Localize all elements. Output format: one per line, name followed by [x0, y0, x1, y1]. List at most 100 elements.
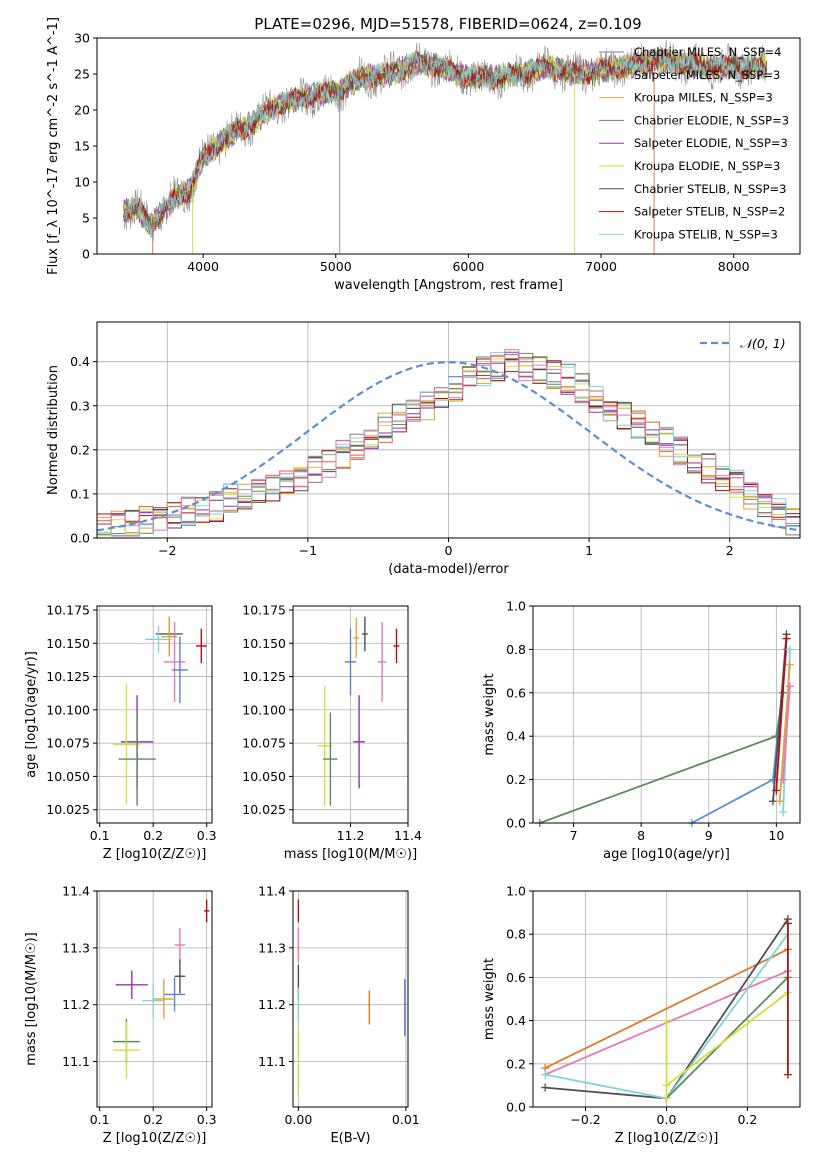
y-axis-label: Flux [f_λ 10^-17 erg cm^-2 s^-1 A^-1] [46, 17, 61, 275]
axes-frame [532, 890, 801, 1108]
y-tick-label: 15 [74, 139, 90, 154]
normal-curve [96, 360, 801, 532]
series-marker [775, 797, 784, 806]
series-marker [783, 1070, 792, 1079]
x-tick-label: 7 [570, 828, 578, 843]
y-tick-label: 0.6 [506, 970, 526, 985]
figure-title: PLATE=0296, MJD=51578, FIBERID=0624, z=0… [254, 15, 641, 33]
series-line [544, 948, 789, 1069]
y-tick-label: 20 [74, 103, 90, 118]
axes-frame [292, 605, 409, 824]
legend-entry: Kroupa STELIB, N_SSP=3 [634, 227, 778, 241]
x-tick-label: 0.2 [143, 828, 163, 843]
y-tick-label: 10.050 [46, 769, 90, 784]
legend-entry: Chabrier ELODIE, N_SSP=3 [634, 113, 789, 127]
series-marker [779, 808, 788, 817]
x-tick-label: 7000 [585, 259, 617, 274]
y-tick-label: 0.4 [506, 1013, 526, 1028]
y-tick-label: 10.175 [46, 602, 90, 617]
legend-entry: Salpeter ELODIE, N_SSP=3 [634, 136, 788, 150]
y-tick-label: 11.2 [258, 997, 286, 1012]
x-axis-label: Z [log10(Z/Z☉)] [615, 1131, 719, 1146]
x-tick-label: 0.00 [284, 1112, 312, 1127]
y-tick-label: 0.0 [70, 531, 90, 546]
series-marker [785, 660, 794, 669]
y-tick-label: 10.100 [46, 702, 90, 717]
x-tick-label: −0.2 [570, 1112, 600, 1127]
histogram-step [97, 352, 800, 536]
y-tick-label: 11.4 [62, 884, 90, 899]
x-tick-label: 11.4 [394, 828, 422, 843]
x-axis-label: Z [log10(Z/Z☉)] [103, 1131, 207, 1146]
x-tick-label: 11.2 [337, 828, 365, 843]
y-axis-label: mass weight [482, 958, 497, 1040]
y-tick-label: 0.2 [506, 1056, 526, 1071]
y-tick-label: 10.025 [242, 802, 286, 817]
spectrum-line [123, 49, 767, 228]
y-axis-label: age [log10(age/yr)] [24, 651, 39, 778]
legend-entry: Kroupa MILES, N_SSP=3 [634, 91, 773, 105]
x-tick-label: 5000 [320, 259, 352, 274]
y-tick-label: 11.1 [62, 1054, 90, 1069]
x-tick-label: 8000 [718, 259, 750, 274]
series-marker [662, 1094, 671, 1103]
y-tick-label: 0.6 [506, 685, 526, 700]
y-tick-label: 1.0 [506, 599, 526, 614]
x-axis-label: Z [log10(Z/Z☉)] [103, 847, 207, 862]
series-line [775, 638, 788, 791]
series-line [778, 664, 791, 802]
legend-entry: Salpeter MILES, N_SSP=3 [634, 68, 780, 82]
legend-entry: 𝒩(0, 1) [740, 336, 786, 351]
y-tick-label: 10.075 [242, 736, 286, 751]
y-tick-label: 0.0 [506, 816, 526, 831]
x-axis-label: mass [log10(M/M☉)] [284, 847, 417, 862]
x-tick-label: 9 [705, 828, 713, 843]
legend-entry: Chabrier STELIB, N_SSP=3 [634, 182, 786, 196]
y-tick-label: 25 [74, 67, 90, 82]
x-tick-label: 2 [726, 543, 734, 558]
axes-frame [532, 605, 801, 824]
y-tick-label: 0.0 [506, 1100, 526, 1115]
y-tick-label: 11.3 [258, 940, 286, 955]
legend-entry: Salpeter STELIB, N_SSP=2 [634, 205, 785, 219]
series-marker [785, 645, 794, 654]
legend-entry: Kroupa ELODIE, N_SSP=3 [634, 159, 780, 173]
x-tick-label: 1 [585, 543, 593, 558]
y-tick-label: 10.125 [46, 669, 90, 684]
x-tick-label: 8 [637, 828, 645, 843]
x-tick-label: 0.0 [657, 1112, 677, 1127]
axes-frame [96, 605, 213, 824]
x-axis-label: wavelength [Angstrom, rest frame] [334, 278, 563, 293]
series-marker [782, 634, 791, 643]
x-tick-label: 0.2 [143, 1112, 163, 1127]
series-marker [662, 1016, 671, 1025]
y-tick-label: 0 [82, 247, 90, 262]
y-tick-label: 0.2 [506, 772, 526, 787]
legend-entry: Chabrier MILES, N_SSP=4 [634, 45, 781, 59]
y-tick-label: 11.2 [62, 997, 90, 1012]
y-tick-label: 0.4 [506, 729, 526, 744]
y-tick-label: 10.175 [242, 602, 286, 617]
y-tick-label: 10.025 [46, 802, 90, 817]
x-tick-label: 10 [768, 828, 784, 843]
x-tick-label: 4000 [187, 259, 219, 274]
axes-frame [96, 37, 801, 255]
y-tick-label: 0.4 [70, 354, 90, 369]
series-line [665, 991, 789, 1087]
y-tick-label: 0.2 [70, 442, 90, 457]
y-tick-label: 0.8 [506, 927, 526, 942]
x-axis-label: age [log10(age/yr)] [603, 847, 730, 862]
series-marker [785, 682, 794, 691]
axes-frame [292, 890, 409, 1108]
y-tick-label: 0.3 [70, 398, 90, 413]
histogram-step [97, 349, 800, 531]
x-tick-label: 0.01 [392, 1112, 420, 1127]
series-line [539, 692, 784, 824]
y-tick-label: 11.3 [62, 940, 90, 955]
series-marker [541, 1083, 550, 1092]
y-tick-label: 10.050 [242, 769, 286, 784]
x-tick-label: 0.1 [90, 1112, 110, 1127]
axes-frame [96, 321, 801, 539]
x-tick-label: 0 [445, 543, 453, 558]
